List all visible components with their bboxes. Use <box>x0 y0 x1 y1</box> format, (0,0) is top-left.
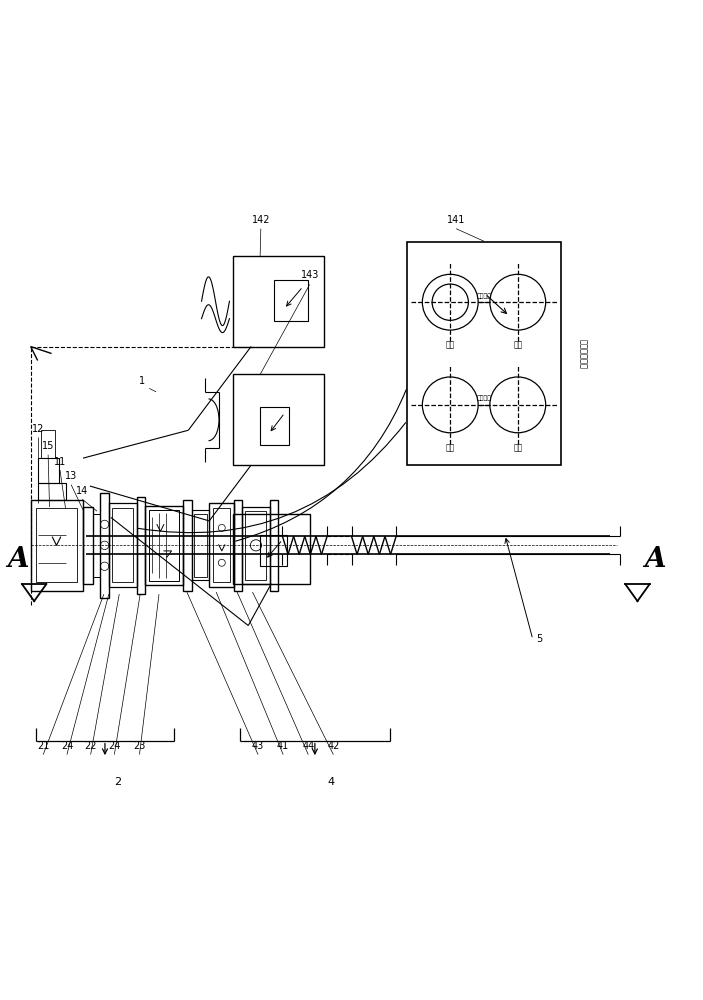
Text: 13: 13 <box>65 471 77 481</box>
Text: 22: 22 <box>84 741 97 751</box>
Text: 4: 4 <box>327 777 334 787</box>
Bar <box>245 511 266 580</box>
Text: 上升: 上升 <box>446 341 455 350</box>
Text: 24: 24 <box>60 741 73 751</box>
Text: 松杆抱紧: 松杆抱紧 <box>477 396 491 401</box>
Bar <box>260 407 289 445</box>
Text: 2: 2 <box>115 777 122 787</box>
Bar <box>209 503 233 587</box>
Text: A: A <box>644 546 666 573</box>
Text: 23: 23 <box>134 741 146 751</box>
Bar <box>112 508 133 582</box>
Bar <box>136 497 145 594</box>
Bar <box>145 506 183 585</box>
Bar <box>101 493 109 598</box>
Bar <box>242 507 270 584</box>
Text: A: A <box>7 546 29 573</box>
Bar <box>183 500 192 591</box>
Text: 下降: 下降 <box>513 443 522 452</box>
Bar <box>194 514 207 577</box>
Bar <box>233 256 323 347</box>
Bar <box>270 500 278 591</box>
Text: 24: 24 <box>108 741 120 751</box>
Text: 44: 44 <box>302 741 314 751</box>
Bar <box>83 507 93 584</box>
Text: 1: 1 <box>139 376 146 386</box>
Text: 上升: 上升 <box>446 443 455 452</box>
Text: 41: 41 <box>277 741 289 751</box>
Bar <box>149 510 179 581</box>
Bar <box>407 242 561 465</box>
Bar <box>233 374 323 465</box>
Text: 12: 12 <box>32 424 44 434</box>
Text: 伺服操作手柄: 伺服操作手柄 <box>578 339 587 369</box>
Text: 15: 15 <box>42 441 54 451</box>
Bar <box>273 280 308 321</box>
Text: 14: 14 <box>76 486 89 496</box>
Bar <box>260 535 287 566</box>
Text: 142: 142 <box>252 215 270 225</box>
Bar <box>93 514 101 577</box>
Text: 5: 5 <box>536 634 543 644</box>
Bar <box>41 430 55 458</box>
Text: 42: 42 <box>327 741 340 751</box>
Bar <box>31 500 83 591</box>
Bar <box>213 508 230 582</box>
Bar <box>233 500 242 591</box>
Bar <box>109 503 136 587</box>
Text: 装杆抱紧: 装杆抱紧 <box>477 293 491 299</box>
Text: 11: 11 <box>54 457 66 467</box>
Text: 43: 43 <box>252 741 264 751</box>
Bar <box>38 483 65 500</box>
Text: 下降: 下降 <box>513 341 522 350</box>
Bar <box>37 508 77 582</box>
Bar <box>233 514 309 584</box>
Bar <box>38 458 58 483</box>
Text: 143: 143 <box>300 270 319 280</box>
Text: 21: 21 <box>37 741 49 751</box>
Text: 141: 141 <box>447 215 465 225</box>
Bar <box>192 510 209 580</box>
